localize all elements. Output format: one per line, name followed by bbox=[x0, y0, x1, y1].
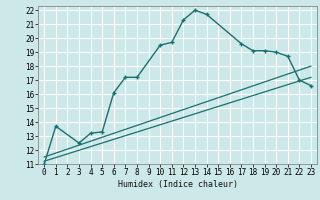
X-axis label: Humidex (Indice chaleur): Humidex (Indice chaleur) bbox=[118, 180, 238, 189]
